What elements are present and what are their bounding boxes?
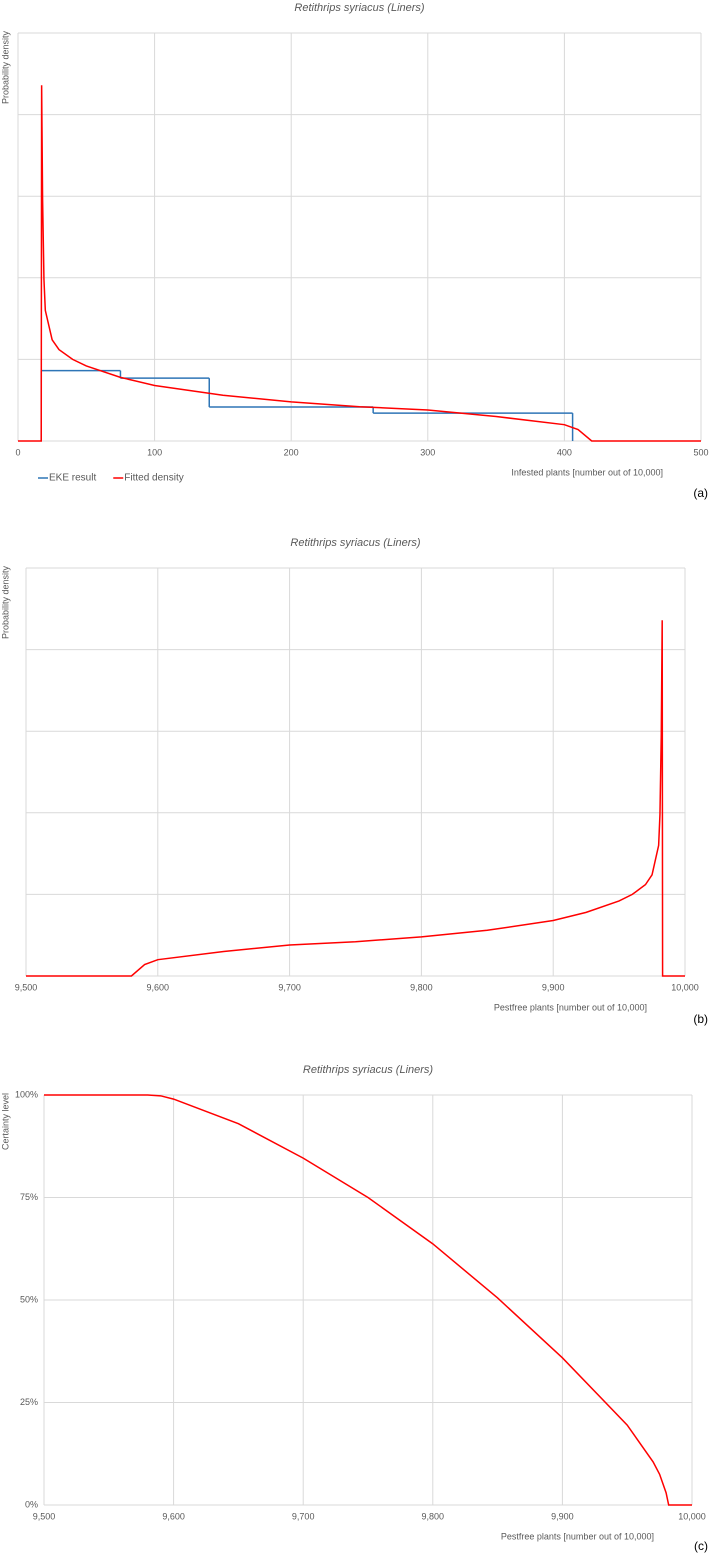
x-tick-label: 9,800 [410,982,433,992]
y-tick-label: 25% [20,1397,38,1407]
x-tick-label: 10,000 [671,982,699,992]
x-tick-label: 0 [15,447,20,457]
chart-title: Retithrips syriacus (Liners) [303,1064,434,1076]
y-tick-label: 0% [25,1499,38,1509]
x-tick-label: 9,500 [15,982,38,992]
panel-label: (b) [693,1012,708,1026]
panel-label: (c) [694,1539,708,1553]
x-axis-title: Pestfree plants [number out of 10,000] [494,1002,647,1012]
x-tick-label: 9,700 [278,982,301,992]
chart: 9,500 9,600 9,700 9,800 9,900 10,000 Retithrip… [0,537,708,1026]
data-line [26,620,685,977]
x-tick-label: 400 [557,447,572,457]
x-tick-label: 9,900 [542,982,565,992]
y-axis-title: Probability density [0,31,10,105]
x-tick-label: 9,600 [147,982,170,992]
data-line [18,85,701,442]
chart-title: Retithrips syriacus (Liners) [294,2,425,14]
x-tick-label: 10,000 [678,1511,706,1521]
x-tick-label: 500 [693,447,708,457]
x-tick-label: 9,500 [33,1511,56,1521]
y-tick-label: 50% [20,1294,38,1304]
x-axis-title: Infested plants [number out of 10,000] [511,467,663,477]
x-tick-label: 9,600 [162,1511,185,1521]
x-tick-label: 100 [147,447,162,457]
x-tick-label: 9,700 [292,1511,315,1521]
x-tick-label: 200 [284,447,299,457]
panel-label: (a) [693,486,708,500]
y-tick-label: 100% [15,1089,38,1099]
x-tick-label: 9,900 [551,1511,574,1521]
y-tick-label: 75% [20,1192,38,1202]
data-line [44,1094,692,1506]
chart: 9,500 9,600 9,700 9,800 9,900 10,000 0% 25% 50% 7… [0,1064,708,1553]
legend-label: Fitted density [124,473,183,484]
legend-label: EKE result [49,473,96,484]
x-tick-label: 9,800 [422,1511,445,1521]
chart-title: Retithrips syriacus (Liners) [290,537,421,549]
y-axis-title: Probability density [0,566,10,640]
x-axis-title: Pestfree plants [number out of 10,000] [501,1531,654,1541]
x-tick-label: 300 [420,447,435,457]
y-axis-title: Certainty level [0,1093,10,1150]
chart: 0 100 200 300 400 500 Retithrips syriacus (Lin… [0,2,708,500]
